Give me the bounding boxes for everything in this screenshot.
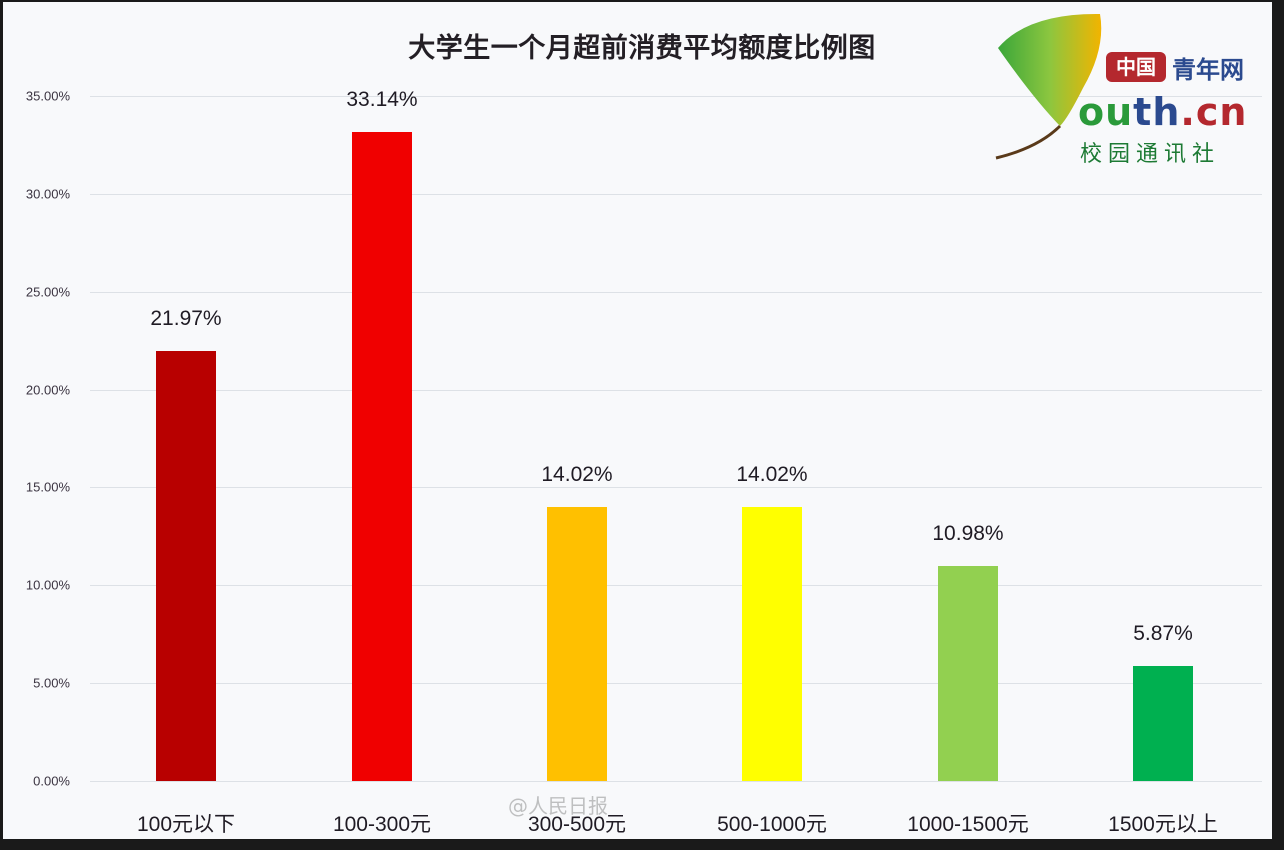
gridline bbox=[90, 683, 1262, 684]
logo-domain: outh.cn bbox=[1078, 90, 1248, 134]
gridline bbox=[90, 585, 1262, 586]
logo-badge: 中国 bbox=[1106, 52, 1166, 82]
data-label: 21.97% bbox=[150, 307, 222, 330]
y-tick-label: 30.00% bbox=[25, 186, 70, 202]
bar bbox=[547, 507, 607, 781]
chart-title: 大学生一个月超前消费平均额度比例图 bbox=[408, 33, 876, 64]
y-tick-label: 20.00% bbox=[25, 382, 70, 398]
y-tick-label: 15.00% bbox=[25, 479, 70, 495]
y-tick-label: 0.00% bbox=[33, 773, 70, 789]
x-tick-label: 300-500元 bbox=[527, 813, 627, 836]
x-tick-label: 1000-1500元 bbox=[907, 813, 1029, 836]
bar bbox=[742, 507, 802, 781]
logo-subtitle: 校园通讯社 bbox=[1080, 142, 1221, 167]
data-label: 14.02% bbox=[541, 463, 613, 486]
bar bbox=[938, 566, 998, 781]
x-tick-label: 1500元以上 bbox=[1108, 813, 1218, 836]
y-tick-label: 35.00% bbox=[25, 88, 70, 104]
data-label: 10.98% bbox=[932, 522, 1004, 545]
youth-cn-logo: 中国 青年网 outh.cn 校园通讯社 bbox=[988, 8, 1258, 167]
gridline bbox=[90, 194, 1262, 195]
y-tick-label: 10.00% bbox=[25, 577, 70, 593]
gridline bbox=[90, 292, 1262, 293]
bar bbox=[156, 351, 216, 781]
y-tick-label: 5.00% bbox=[33, 675, 70, 691]
x-tick-label: 100-300元 bbox=[332, 813, 432, 836]
gridline bbox=[90, 487, 1262, 488]
x-tick-label: 100元以下 bbox=[136, 813, 236, 836]
ginkgo-leaf-icon bbox=[995, 13, 1102, 160]
x-tick-label: 500-1000元 bbox=[717, 813, 827, 836]
data-label: 14.02% bbox=[736, 463, 808, 486]
gridline bbox=[90, 96, 1262, 97]
bar bbox=[1133, 666, 1193, 781]
bar bbox=[352, 132, 412, 781]
gridline bbox=[90, 390, 1262, 391]
watermark: @人民日报 bbox=[508, 794, 608, 818]
logo-name: 青年网 bbox=[1172, 55, 1244, 84]
data-label: 33.14% bbox=[346, 88, 418, 111]
y-tick-label: 25.00% bbox=[25, 284, 70, 300]
data-label: 5.87% bbox=[1133, 622, 1193, 645]
gridline bbox=[90, 781, 1262, 782]
